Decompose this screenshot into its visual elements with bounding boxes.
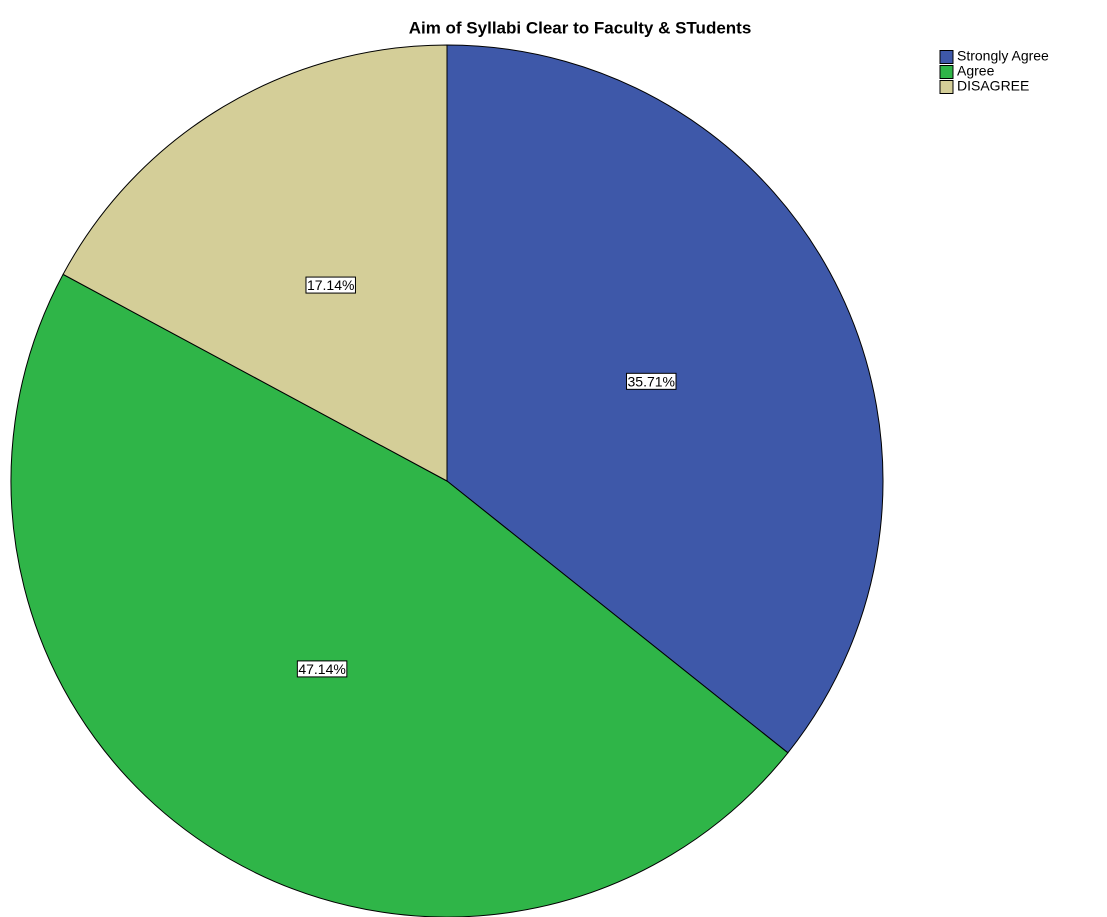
legend-swatch [939,80,954,94]
legend-label: DISAGREE [957,78,1029,94]
legend-swatch [939,50,954,64]
pie-slice [62,44,448,482]
data-label: 47.14% [298,661,345,677]
legend-label: Agree [957,63,995,79]
legend-swatch [939,65,954,79]
data-label: 35.71% [628,373,675,389]
data-label-box [296,660,348,678]
data-label: 17.14% [307,277,354,293]
legend-label: Strongly Agree [957,48,1049,64]
pie-slice [446,44,884,754]
data-label-box [305,276,356,294]
pie-slice [10,273,789,917]
chart-title: Aim of Syllabi Clear to Faculty & STuden… [409,18,752,37]
data-label-box [626,372,677,390]
